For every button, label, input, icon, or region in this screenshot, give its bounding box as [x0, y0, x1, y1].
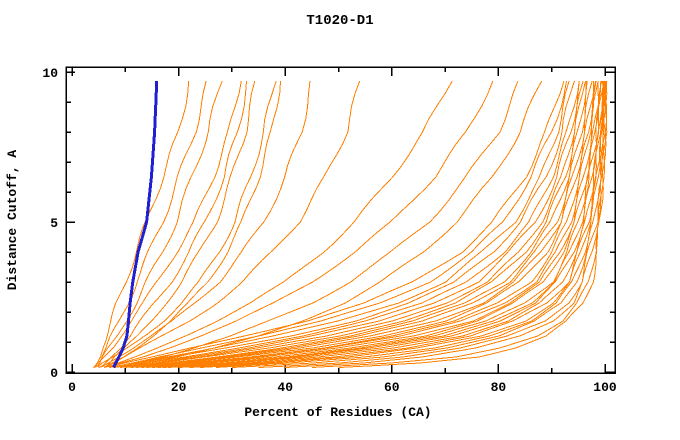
model-series-line [151, 80, 599, 368]
x-tick-label: 20 [171, 380, 187, 395]
model-series-line [109, 80, 565, 368]
model-series-line [109, 80, 567, 368]
y-tick-label: 10 [42, 66, 58, 81]
model-series-line [94, 80, 242, 368]
model-series-line [135, 80, 593, 368]
model-series-line [98, 80, 247, 368]
y-axis-label: Distance Cutoff, A [5, 150, 20, 291]
model-series-line [103, 80, 361, 368]
model-series-line [119, 80, 580, 368]
model-series-line [162, 80, 603, 368]
model-series-line [119, 80, 580, 368]
model-series-line [151, 80, 602, 368]
model-series-line [311, 80, 608, 368]
model-series-line [285, 80, 607, 368]
model-series-line [125, 80, 586, 368]
model-series-line [189, 80, 604, 368]
model-series-line [114, 80, 575, 368]
plot-frame [65, 66, 616, 374]
plot-area: 0 20 40 60 80 100 0 5 10 [42, 66, 617, 395]
model-series-line [108, 80, 453, 368]
highlight-series-line [112, 80, 159, 369]
model-series-line [98, 80, 311, 368]
model-series-line [103, 80, 256, 368]
model-series-line [125, 80, 584, 368]
model-series-line [215, 80, 608, 368]
model-series-line [167, 80, 605, 368]
model-series-line [130, 80, 588, 368]
x-axis-label: Percent of Residues (CA) [244, 405, 431, 420]
model-series-line [258, 80, 608, 368]
x-tick-label: 0 [68, 380, 76, 395]
model-series-line [157, 80, 600, 368]
x-tick-label: 40 [277, 380, 293, 395]
model-series-line [103, 80, 494, 368]
model-series-line [338, 80, 608, 368]
model-series-line [146, 80, 596, 368]
y-tick-label: 5 [50, 216, 58, 231]
model-series-line [178, 80, 604, 368]
x-tick-label: 60 [384, 380, 400, 395]
model-series-line [97, 80, 223, 368]
model-series-line [114, 80, 570, 368]
model-series-line [114, 80, 519, 368]
model-series-line [130, 80, 587, 368]
x-tick-label: 100 [593, 380, 617, 395]
model-series-line [199, 80, 606, 368]
chart-title: T1020-D1 [306, 13, 373, 29]
model-series-line [119, 80, 543, 368]
model-series-line [97, 80, 277, 368]
model-series-line [135, 80, 597, 368]
x-tick-label: 80 [491, 380, 507, 395]
y-tick-label: 0 [50, 366, 58, 381]
model-series-line [93, 80, 190, 368]
